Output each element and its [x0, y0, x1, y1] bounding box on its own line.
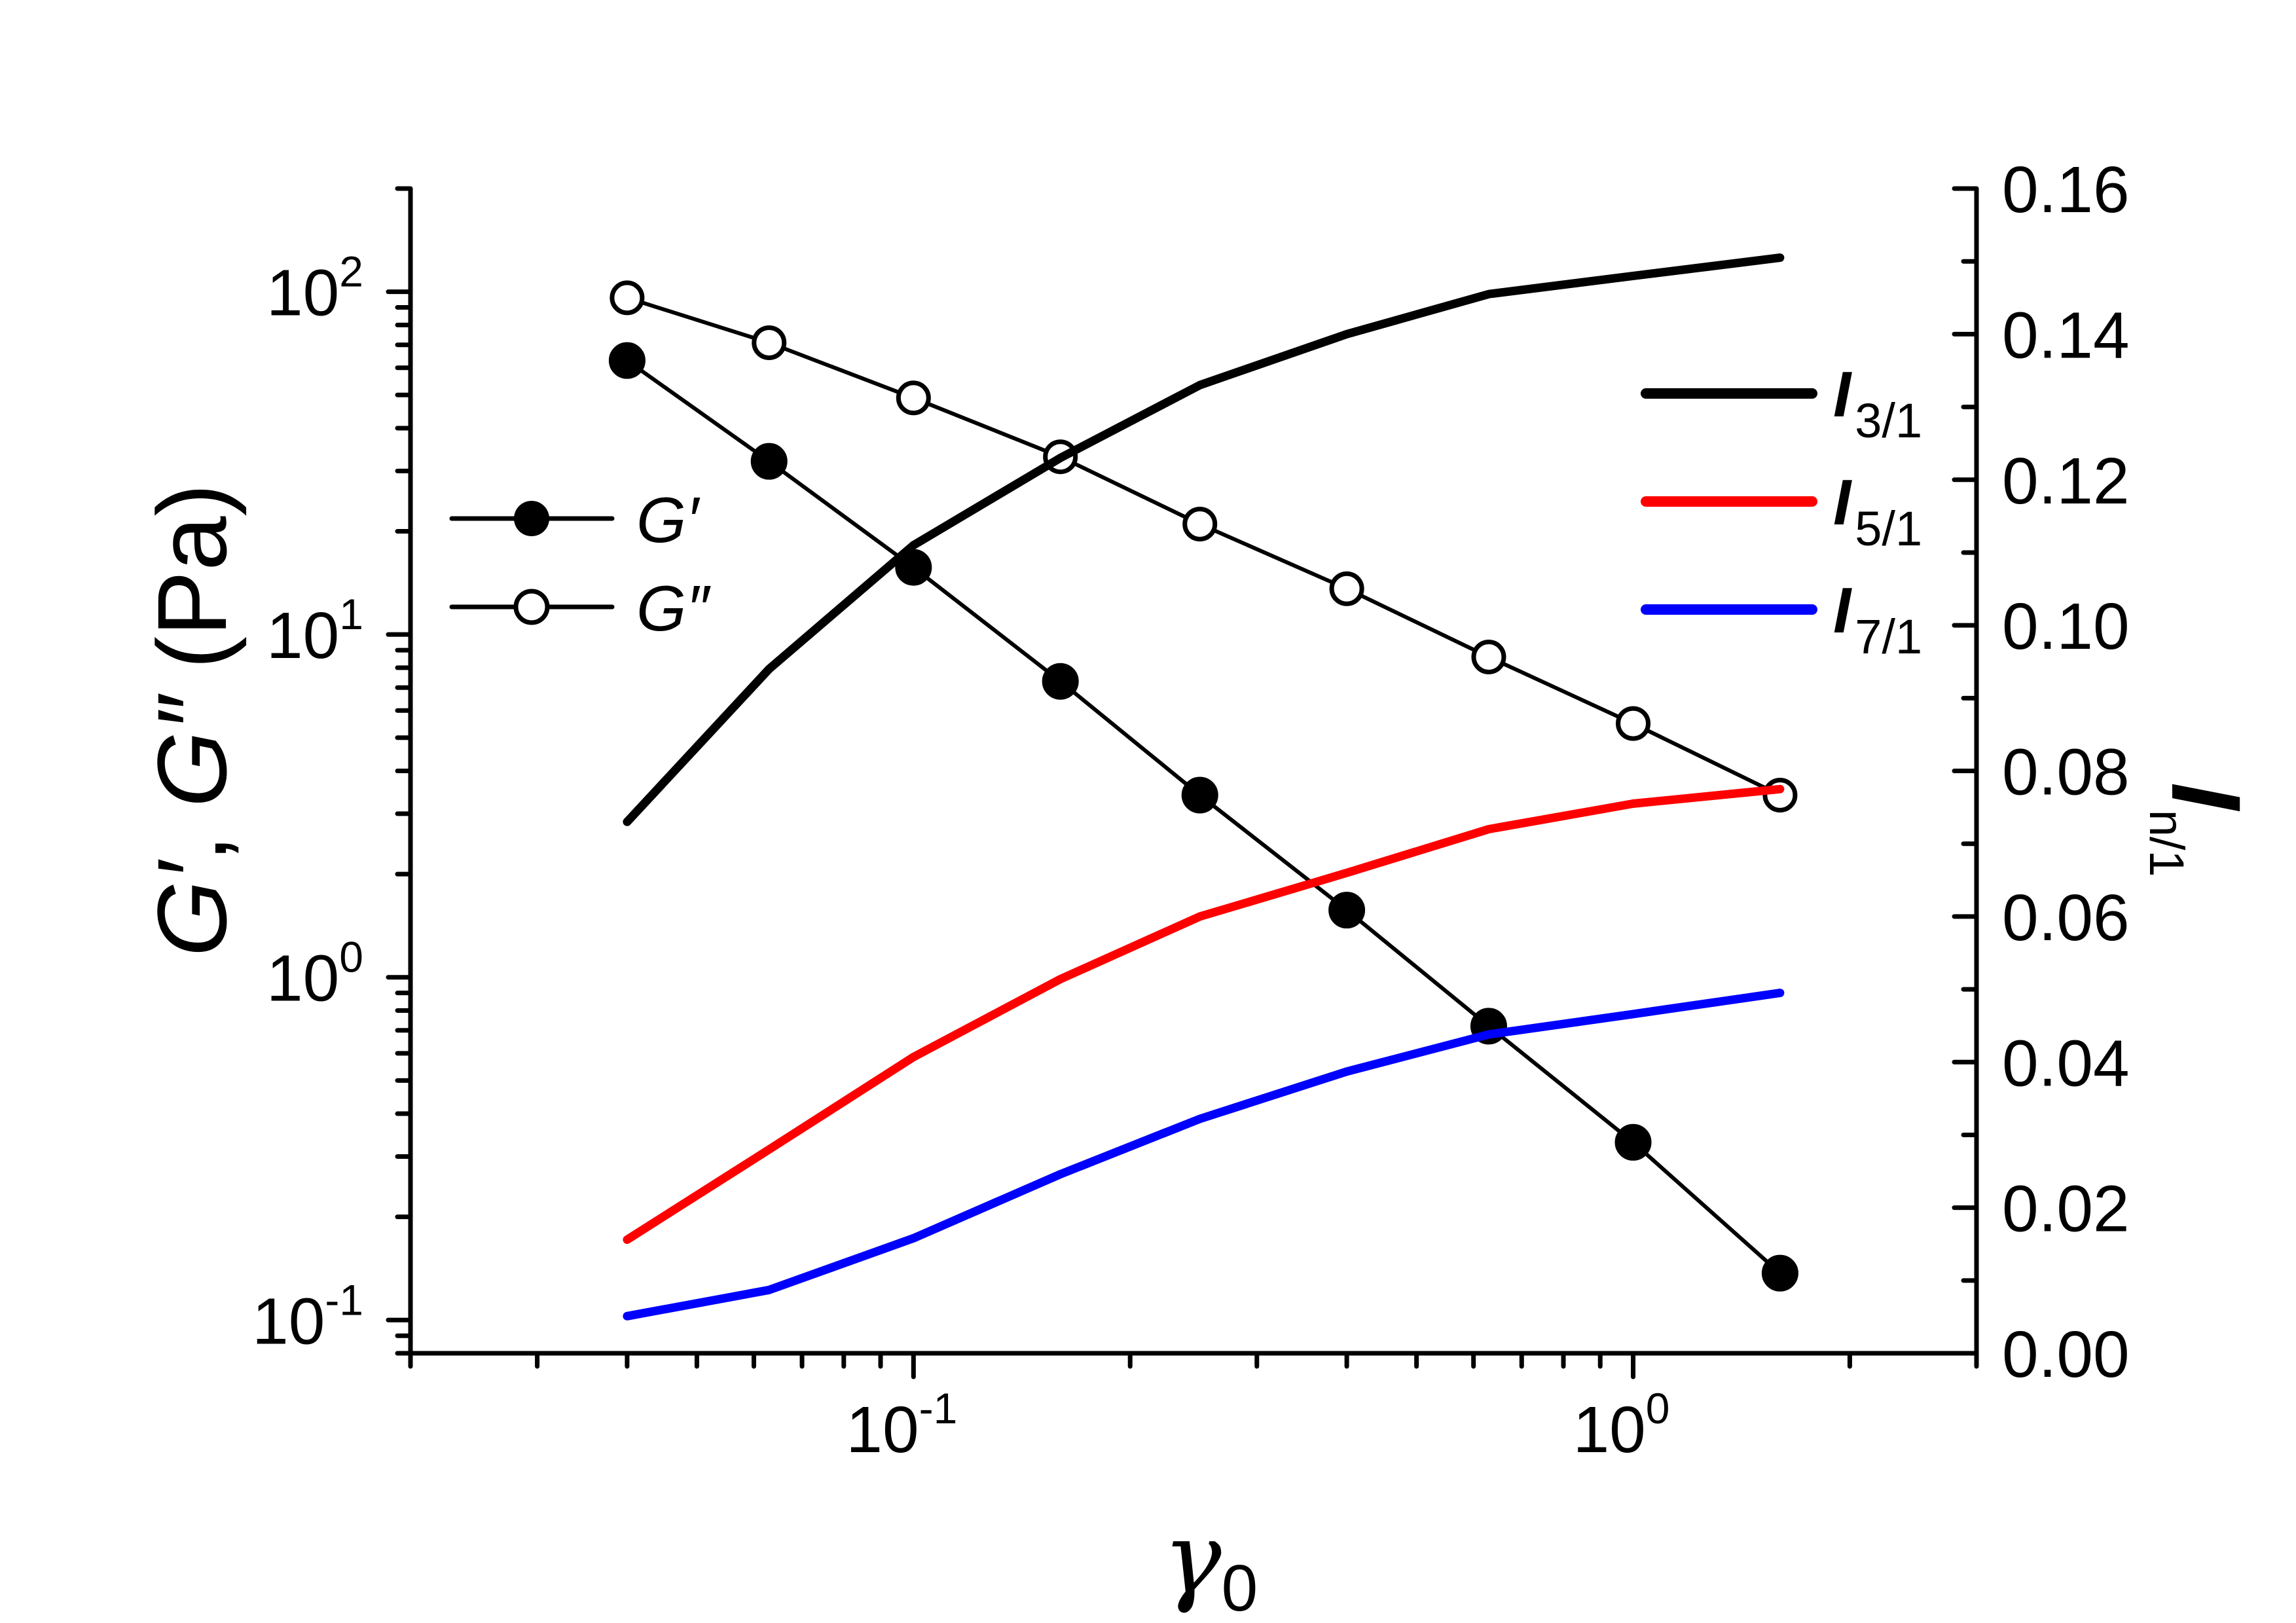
legend-moduli: G′ G″ — [449, 484, 711, 644]
y-axis-right-label: In/1 — [2140, 782, 2261, 877]
data-point-open — [896, 380, 931, 416]
legend-label: G″ — [636, 572, 711, 644]
series-layer — [608, 253, 1798, 1321]
y-axis-left-label: G′, G″ (Pa) — [137, 483, 247, 957]
legend-layer: G′G″I3/1I5/1I7/1 — [449, 358, 1922, 664]
y-right-tick-label: 0.14 — [2002, 299, 2130, 372]
legend-entry: G′ — [449, 484, 701, 556]
xlabel-gamma: γ — [1163, 1502, 1222, 1616]
y-left-tick-label: 10-1 — [252, 1275, 363, 1358]
series-1 — [610, 280, 1798, 812]
x-axis-label: γ0 — [1163, 1502, 1258, 1623]
x-tick-label: 100 — [1573, 1384, 1670, 1467]
series-0 — [608, 342, 1798, 1292]
y-left-tick-exponent: 1 — [339, 590, 363, 638]
data-point-open — [1616, 706, 1651, 741]
data-point-open — [1329, 571, 1364, 606]
y-right-tick-label: 0.04 — [2002, 1027, 2130, 1100]
legend-label: G′ — [636, 484, 701, 556]
y-right-tick-label: 0.16 — [2002, 153, 2130, 227]
y-left-tick-exponent: 2 — [339, 247, 363, 296]
legend-label-subscript: 5/1 — [1855, 501, 1922, 556]
x-tick-base: 10 — [846, 1393, 919, 1467]
legend-label-subscript: 3/1 — [1855, 393, 1922, 448]
data-point-filled — [1614, 1123, 1652, 1161]
y-right-tick-label: 0.00 — [2002, 1318, 2130, 1391]
ylabel-right-sub: n/1 — [2140, 810, 2194, 877]
series-line — [625, 295, 1782, 797]
x-tick-exponent: 0 — [1646, 1384, 1670, 1432]
ylabel-sep: , — [137, 807, 247, 862]
series-3 — [623, 784, 1785, 1244]
y-right-tick-label: 0.06 — [2002, 881, 2130, 955]
series-line — [623, 989, 1785, 1321]
series-line — [625, 358, 1782, 1275]
ylabel-g2: G″ — [137, 693, 247, 808]
y-left-tick-base: 10 — [266, 942, 339, 1015]
y-right-tick-label: 0.02 — [2002, 1173, 2130, 1246]
legend-label-subscript: 7/1 — [1855, 610, 1922, 664]
axes: 10-1 10010-11001011020.000.020.040.060.08… — [252, 153, 2130, 1467]
y-left-tick-exponent: -1 — [325, 1275, 363, 1324]
x-tick-base: 10 — [1573, 1393, 1646, 1467]
data-point-open — [1762, 777, 1798, 812]
legend-marker-open — [513, 589, 550, 625]
legend-entry: G″ — [449, 572, 711, 644]
data-point-filled — [608, 342, 646, 379]
data-point-open — [1471, 639, 1506, 674]
labels-layer: G′, G″ (Pa) In/1 γ0 — [137, 483, 2261, 1623]
legend-label-main: I — [1833, 466, 1852, 538]
y-right-tick-label: 0.10 — [2002, 590, 2130, 663]
legend-label-main: I — [1833, 574, 1852, 646]
y-left-tick-base: 10 — [252, 1285, 325, 1358]
y-left-tick-base: 10 — [266, 599, 339, 672]
series-4 — [623, 989, 1785, 1321]
y-left-tick-label: 101 — [266, 590, 363, 672]
xlabel-subscript: 0 — [1222, 1552, 1258, 1623]
legend-label: I7/1 — [1833, 574, 1922, 664]
series-2 — [623, 253, 1785, 826]
legend-entry: I5/1 — [1641, 466, 1922, 556]
y-left-tick-label: 100 — [266, 933, 363, 1015]
ylabel-right-main: I — [2151, 782, 2261, 812]
y-left-tick-label: 102 — [266, 247, 363, 330]
series-line — [623, 253, 1785, 826]
y-right-tick-label: 0.12 — [2002, 445, 2130, 518]
y-right-tick-label: 0.08 — [2002, 736, 2130, 809]
data-point-open — [752, 325, 787, 360]
legend-label-main: I — [1833, 358, 1852, 430]
x-tick-exponent: -1 — [919, 1384, 958, 1432]
x-tick-label: 10-1 — [846, 1384, 957, 1467]
legend-harmonics: I3/1I5/1I7/1 — [1641, 358, 1922, 664]
y-left-tick-exponent: 0 — [339, 933, 363, 981]
legend-label: I5/1 — [1833, 466, 1922, 556]
series-line — [623, 784, 1785, 1244]
ylabel-unit: (Pa) — [137, 483, 247, 696]
data-point-open — [610, 280, 645, 316]
data-point-open — [1182, 506, 1218, 541]
legend-marker-filled — [514, 501, 549, 536]
legend-label: I3/1 — [1833, 358, 1922, 448]
ylabel-g1: G′ — [137, 859, 247, 957]
data-point-filled — [1181, 776, 1218, 814]
data-point-filled — [1328, 892, 1366, 929]
legend-entry: I7/1 — [1641, 574, 1922, 664]
data-point-filled — [1761, 1254, 1798, 1292]
data-point-filled — [1042, 663, 1079, 700]
y-left-tick-base: 10 — [266, 257, 339, 330]
data-point-filled — [750, 443, 788, 480]
legend-entry: I3/1 — [1641, 358, 1922, 448]
